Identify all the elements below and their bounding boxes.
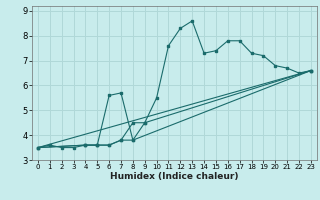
X-axis label: Humidex (Indice chaleur): Humidex (Indice chaleur)	[110, 172, 239, 181]
